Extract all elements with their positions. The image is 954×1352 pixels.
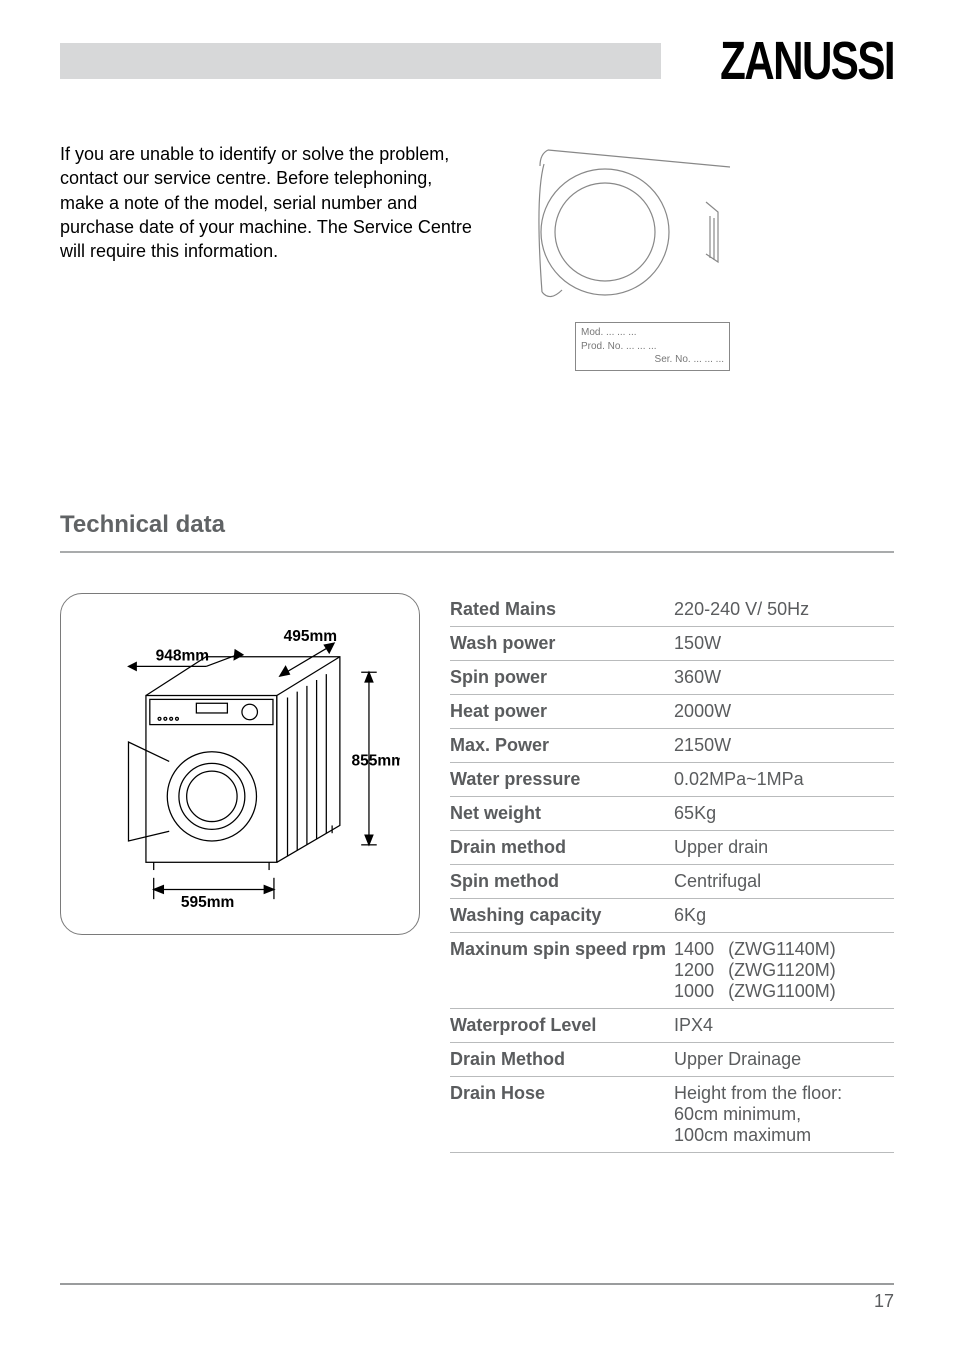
spec-row: Drain MethodUpper Drainage xyxy=(450,1042,894,1076)
dimensions-diagram-box: 948mm 495mm 855mm 595mm xyxy=(60,593,420,936)
spec-row: Water pressure0.02MPa~1MPa xyxy=(450,762,894,796)
spec-value: 2000W xyxy=(674,694,894,728)
spec-value: 6Kg xyxy=(674,898,894,932)
spin-rpm: 1200 xyxy=(674,960,714,981)
spec-row: Drain HoseHeight from the floor: 60cm mi… xyxy=(450,1076,894,1152)
spec-row: Net weight65Kg xyxy=(450,796,894,830)
spin-rpm: 1400 xyxy=(674,939,714,960)
spec-row: Wash power150W xyxy=(450,626,894,660)
spec-row: Waterproof LevelIPX4 xyxy=(450,1008,894,1042)
dim-height: 855mm xyxy=(352,752,400,769)
spec-row: Washing capacity6Kg xyxy=(450,898,894,932)
spec-value: Height from the floor: 60cm minimum, 100… xyxy=(674,1076,894,1152)
spin-model: (ZWG1120M) xyxy=(728,960,836,981)
spec-value: 65Kg xyxy=(674,796,894,830)
dimensions-diagram-column: 948mm 495mm 855mm 595mm xyxy=(60,593,420,936)
spec-value: 150W xyxy=(674,626,894,660)
spec-label: Max. Power xyxy=(450,728,674,762)
plate-prodno: Prod. No. ... ... ... xyxy=(581,340,724,354)
spec-label: Heat power xyxy=(450,694,674,728)
spec-value: Centrifugal xyxy=(674,864,894,898)
spec-label: Maxinum spin speed rpm xyxy=(450,932,674,1008)
spin-model: (ZWG1140M) xyxy=(728,939,836,960)
spec-row: Rated Mains220-240 V/ 50Hz xyxy=(450,593,894,627)
intro-paragraph: If you are unable to identify or solve t… xyxy=(60,142,480,371)
spec-row: Spin methodCentrifugal xyxy=(450,864,894,898)
spec-row: Drain methodUpper drain xyxy=(450,830,894,864)
dimensions-svg: 948mm 495mm 855mm 595mm xyxy=(80,616,400,917)
page-number: 17 xyxy=(874,1291,894,1311)
machine-label-illustration: Mod. ... ... ... Prod. No. ... ... ... S… xyxy=(520,142,780,371)
spec-label: Water pressure xyxy=(450,762,674,796)
dim-depth-open: 948mm xyxy=(156,647,209,664)
spec-value: 0.02MPa~1MPa xyxy=(674,762,894,796)
intro-section: If you are unable to identify or solve t… xyxy=(60,142,894,371)
spec-label: Waterproof Level xyxy=(450,1008,674,1042)
spec-row: Max. Power2150W xyxy=(450,728,894,762)
spec-value: Upper Drainage xyxy=(674,1042,894,1076)
rating-plate: Mod. ... ... ... Prod. No. ... ... ... S… xyxy=(575,322,730,371)
spec-label: Spin method xyxy=(450,864,674,898)
spin-model: (ZWG1100M) xyxy=(728,981,836,1002)
section-rule xyxy=(60,551,894,553)
page-footer: 17 xyxy=(60,1283,894,1312)
spec-label: Drain Method xyxy=(450,1042,674,1076)
spec-label: Drain method xyxy=(450,830,674,864)
dim-depth: 495mm xyxy=(284,628,337,645)
spec-value: 360W xyxy=(674,660,894,694)
spec-row: Maxinum spin speed rpm1400 (ZWG1140M) 1200… xyxy=(450,932,894,1008)
spec-value: 220-240 V/ 50Hz xyxy=(674,593,894,627)
spec-label: Drain Hose xyxy=(450,1076,674,1152)
spec-label: Net weight xyxy=(450,796,674,830)
brand-header: ZANUSSI xyxy=(60,30,894,92)
spin-rpm: 1000 xyxy=(674,981,714,1002)
spec-row: Heat power2000W xyxy=(450,694,894,728)
spec-value: Upper drain xyxy=(674,830,894,864)
spec-value: IPX4 xyxy=(674,1008,894,1042)
brand-logo-text: ZANUSSI xyxy=(720,30,894,92)
spec-value: 2150W xyxy=(674,728,894,762)
spec-label: Rated Mains xyxy=(450,593,674,627)
technical-data-row: 948mm 495mm 855mm 595mm Rated Mains220-2… xyxy=(60,593,894,1153)
spec-table: Rated Mains220-240 V/ 50HzWash power150W… xyxy=(450,593,894,1153)
spec-label: Wash power xyxy=(450,626,674,660)
brand-accent-bar xyxy=(60,43,661,79)
plate-serno: Ser. No. ... ... ... xyxy=(581,353,724,367)
spec-value: 1400 (ZWG1140M) 1200 (ZWG1120M) 1000 (ZWG1100… xyxy=(674,932,894,1008)
spec-label: Washing capacity xyxy=(450,898,674,932)
plate-model: Mod. ... ... ... xyxy=(581,326,724,340)
dim-width: 595mm xyxy=(181,893,234,910)
machine-door-svg xyxy=(520,142,780,317)
section-title: Technical data xyxy=(60,511,894,539)
spec-row: Spin power360W xyxy=(450,660,894,694)
spec-label: Spin power xyxy=(450,660,674,694)
